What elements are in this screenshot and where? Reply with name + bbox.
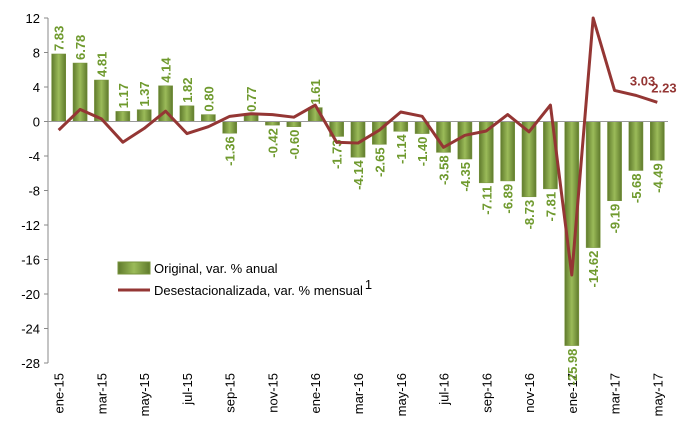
y-tick-label: 4 <box>33 80 40 95</box>
x-tick-label: nov-16 <box>522 373 537 413</box>
bar-value-label: -25.98 <box>565 349 580 386</box>
bar-value-label: -1.14 <box>394 134 409 164</box>
x-tick-label: may-15 <box>137 373 152 416</box>
bar <box>243 114 259 122</box>
x-tick-label: mar-15 <box>94 373 109 414</box>
y-tick-label: 8 <box>33 46 40 61</box>
bar-value-label: -0.60 <box>287 130 302 160</box>
bar-value-label: 1.17 <box>116 83 131 108</box>
x-tick-label: sep-16 <box>479 373 494 413</box>
x-tick-label: mar-17 <box>608 373 623 414</box>
x-tick-label: ene-17 <box>565 373 580 413</box>
bar <box>201 114 216 122</box>
y-tick-label: -4 <box>28 149 40 164</box>
legend-label: Desestacionalizada, var. % mensual <box>154 283 363 298</box>
bar-value-label: -4.35 <box>458 162 473 192</box>
bar-value-label: 7.83 <box>52 26 67 51</box>
bar-value-label: -6.89 <box>501 184 516 214</box>
bar-value-label: -1.73 <box>330 139 345 169</box>
bar-value-label: -1.36 <box>223 136 238 166</box>
x-tick-label: ene-16 <box>308 373 323 413</box>
x-tick-label: ene-15 <box>52 373 67 413</box>
bar-value-label: 0.80 <box>201 86 216 111</box>
bar-value-label: -8.73 <box>522 200 537 230</box>
y-tick-label: -8 <box>28 184 40 199</box>
legend-note: 1 <box>365 277 372 292</box>
x-tick-label: mar-16 <box>351 373 366 414</box>
y-tick-label: 12 <box>26 11 40 26</box>
bar-value-label: -4.14 <box>351 159 366 189</box>
bar-value-label: -14.62 <box>586 251 601 288</box>
bar-value-label: 0.77 <box>244 87 259 112</box>
bar-value-label: -9.19 <box>608 204 623 234</box>
line-value-label: 3.03 <box>630 73 655 88</box>
bar-value-label: -7.81 <box>543 192 558 222</box>
bar <box>457 121 473 160</box>
x-tick-label: jul-15 <box>180 373 195 406</box>
x-tick-label: may-16 <box>394 373 409 416</box>
bar <box>115 111 131 122</box>
bar <box>136 109 152 122</box>
bar-value-label: 1.61 <box>308 79 323 104</box>
legend-label: Original, var. % anual <box>154 261 278 276</box>
bar <box>286 121 302 127</box>
bar-value-label: -2.65 <box>372 147 387 177</box>
bar-value-label: 1.82 <box>180 77 195 102</box>
legend-swatch <box>117 261 151 275</box>
bar <box>51 53 66 122</box>
bar <box>585 121 601 248</box>
bar-value-label: -3.58 <box>437 155 452 185</box>
x-tick-label: sep-15 <box>223 373 238 413</box>
bar <box>265 121 280 126</box>
y-tick-label: -12 <box>21 218 40 233</box>
bar-value-label: 4.81 <box>94 52 109 77</box>
bar <box>393 121 409 132</box>
y-tick-label: -24 <box>21 322 40 337</box>
x-tick-label: jul-16 <box>437 373 452 406</box>
bar <box>179 105 195 122</box>
x-tick-label: nov-15 <box>265 373 280 413</box>
bar-value-label: -5.68 <box>629 173 644 203</box>
bar <box>607 121 622 202</box>
y-tick-label: -28 <box>21 356 40 371</box>
bar-value-label: 6.78 <box>73 35 88 60</box>
bar <box>222 121 238 134</box>
bar-value-label: -1.40 <box>415 137 430 167</box>
bar-value-label: 4.14 <box>159 57 174 83</box>
line <box>57 16 658 277</box>
bar-value-label: -4.49 <box>650 163 665 193</box>
line-value-label: 2.23 <box>651 80 676 95</box>
x-tick-label: may-17 <box>650 373 665 416</box>
bar-value-label: 1.37 <box>137 81 152 106</box>
y-tick-label: -16 <box>21 253 40 268</box>
y-tick-label: -20 <box>21 287 40 302</box>
bar <box>628 121 644 171</box>
bar-value-label: -7.11 <box>479 186 494 215</box>
bar <box>500 121 515 182</box>
y-tick-label: 0 <box>33 115 40 130</box>
bar-value-label: -0.42 <box>265 128 280 158</box>
bar <box>650 121 665 161</box>
